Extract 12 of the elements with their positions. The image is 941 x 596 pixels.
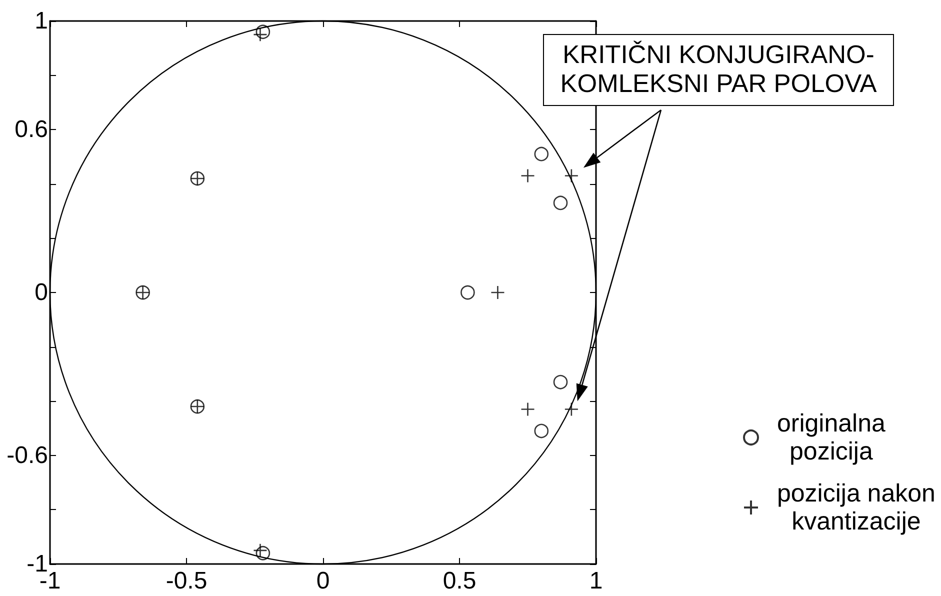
x-tick-label: 0.5: [442, 568, 476, 594]
annotation: KRITIČNI KONJUGIRANO- KOMLEKSNI PAR POLOVA: [560, 41, 877, 99]
y-tick-label: -0.6: [6, 442, 48, 469]
y-tick-label: 1: [34, 8, 48, 34]
x-tick-label: -0.5: [166, 568, 208, 594]
callout-box: KRITIČNI KONJUGIRANO- KOMLEKSNI PAR POLOVA: [543, 34, 894, 106]
y-tick-label: 0: [34, 279, 48, 306]
x-tick-label: 1: [589, 568, 603, 594]
legend-label: pozicija nakon kvantizacije: [777, 480, 936, 536]
legend-label: originalna pozicija: [776, 410, 886, 466]
y-tick-label: 0.6: [14, 116, 48, 144]
x-tick-label: 0: [316, 568, 330, 594]
